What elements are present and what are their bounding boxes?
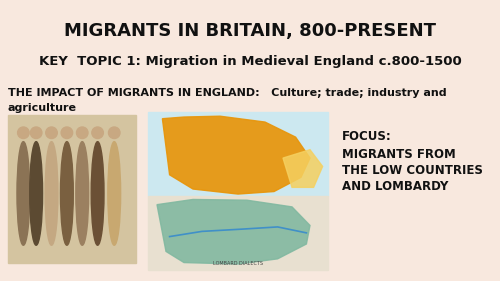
Circle shape <box>92 127 104 139</box>
Text: FOCUS:: FOCUS: <box>342 130 392 143</box>
Bar <box>148 196 328 270</box>
Bar <box>8 115 136 263</box>
Text: MIGRANTS FROM: MIGRANTS FROM <box>342 148 456 161</box>
Polygon shape <box>157 200 310 264</box>
Text: THE LOW COUNTRIES: THE LOW COUNTRIES <box>342 164 483 177</box>
Bar <box>148 112 328 196</box>
Circle shape <box>30 127 42 139</box>
Text: AND LOMBARDY: AND LOMBARDY <box>342 180 448 193</box>
Polygon shape <box>162 116 310 194</box>
Text: MIGRANTS IN BRITAIN, 800-PRESENT: MIGRANTS IN BRITAIN, 800-PRESENT <box>64 22 436 40</box>
Text: agriculture: agriculture <box>8 103 77 113</box>
Polygon shape <box>283 150 323 187</box>
Ellipse shape <box>60 142 74 245</box>
Ellipse shape <box>108 142 120 245</box>
Ellipse shape <box>30 142 42 245</box>
Circle shape <box>61 127 72 139</box>
Text: KEY  TOPIC 1: Migration in Medieval England c.800-1500: KEY TOPIC 1: Migration in Medieval Engla… <box>38 55 462 68</box>
Circle shape <box>76 127 88 139</box>
Circle shape <box>108 127 120 139</box>
Circle shape <box>46 127 58 139</box>
Ellipse shape <box>45 142 58 245</box>
Text: LOMBARD DIALECTS: LOMBARD DIALECTS <box>213 261 263 266</box>
Ellipse shape <box>76 142 88 245</box>
Circle shape <box>18 127 29 139</box>
Text: THE IMPACT OF MIGRANTS IN ENGLAND:   Culture; trade; industry and: THE IMPACT OF MIGRANTS IN ENGLAND: Cultu… <box>8 88 446 98</box>
Ellipse shape <box>91 142 104 245</box>
Ellipse shape <box>17 142 30 245</box>
